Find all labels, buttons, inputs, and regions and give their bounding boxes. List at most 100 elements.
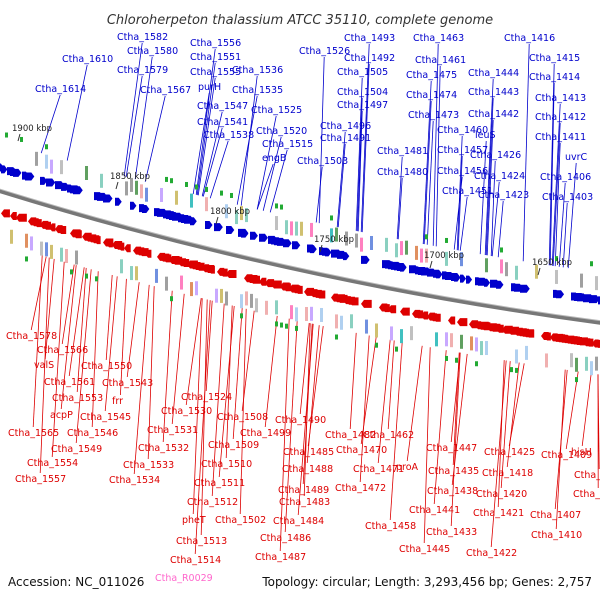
reverse-leader-line: [211, 303, 225, 497]
forward-gene-label: Ctha_1415: [529, 53, 580, 64]
rna-marker: [445, 237, 448, 243]
forward-leader-line: [397, 177, 403, 240]
forward-leader-line: [432, 43, 439, 246]
forward-gene-label: Ctha_1460: [437, 125, 488, 136]
forward-gene-arrow: [283, 239, 292, 248]
reverse-gene-label: Ctha_1565: [8, 428, 59, 439]
forward-leader-line: [497, 200, 504, 258]
forward-gene-arrow: [46, 178, 56, 187]
rna-marker: [425, 234, 428, 240]
reverse-gene-label: Ctha_1433: [426, 527, 477, 538]
forward-gene-arrow: [142, 204, 150, 213]
reverse-gene-arrow: [316, 290, 326, 299]
cog-bar-reverse: [400, 329, 403, 344]
reverse-gene-label: Ctha_1483: [279, 497, 330, 508]
reverse-gene-label: Ctha_1470: [336, 445, 387, 456]
forward-leader-line: [197, 77, 216, 196]
reverse-gene-label: Ctha_1404: [574, 470, 600, 481]
reverse-gene-arrow: [208, 265, 215, 274]
reverse-gene-label: Ctha_1410: [531, 530, 582, 541]
reverse-leader-line: [359, 335, 370, 483]
reverse-gene-arrow: [250, 275, 261, 284]
forward-leader-line: [256, 163, 274, 210]
cog-bar-reverse: [320, 307, 323, 322]
reverse-leader-line: [387, 340, 395, 430]
forward-gene-arrow: [241, 229, 249, 238]
cog-bar-forward: [385, 237, 388, 252]
reverse-gene-arrow: [526, 329, 535, 338]
reverse-gene-arrow: [544, 332, 551, 341]
forward-gene-label: Ctha_1515: [262, 139, 313, 150]
forward-gene-arrow: [436, 270, 443, 279]
forward-gene-label: Ctha_1538: [203, 130, 254, 141]
forward-gene-label: Ctha_1505: [337, 67, 388, 78]
rna-marker: [185, 181, 188, 187]
cog-bar-forward: [345, 231, 348, 246]
rna-marker: [70, 269, 73, 275]
forward-gene-label: Ctha_1497: [337, 100, 388, 111]
forward-gene-label: Ctha_1555: [190, 67, 241, 78]
cog-bar-reverse: [575, 357, 578, 372]
rna-marker: [510, 367, 513, 373]
forward-leader-line: [40, 94, 61, 154]
reverse-leader-line: [279, 318, 290, 552]
reverse-gene-label: Ctha_1508: [217, 412, 268, 423]
forward-leader-line: [558, 182, 566, 267]
reverse-gene-arrow: [226, 270, 237, 279]
reverse-gene-label: Ctha_1435: [428, 466, 479, 477]
reverse-gene-label: Ctha_1441: [409, 505, 460, 516]
reverse-gene-label: Ctha_1490: [275, 415, 326, 426]
forward-leader-line: [479, 140, 487, 255]
forward-gene-label: Ctha_1503: [297, 156, 348, 167]
reverse-gene-label: Ctha_1421: [473, 508, 524, 519]
kbp-tick: [215, 216, 219, 225]
forward-gene-label: Ctha_1442: [468, 109, 519, 120]
reverse-leader-line: [508, 363, 525, 447]
forward-gene-arrow: [205, 220, 213, 229]
forward-gene-label: Ctha_1443: [468, 87, 519, 98]
reverse-gene-arrow: [220, 268, 228, 277]
cog-bar-forward: [240, 206, 243, 221]
reverse-gene-label: Ctha_1546: [67, 428, 118, 439]
rna-marker: [515, 367, 518, 373]
reverse-gene-arrow: [16, 213, 27, 222]
rna-marker: [455, 357, 458, 363]
reverse-leader-line: [264, 315, 278, 428]
reverse-leader-line: [218, 305, 235, 478]
reverse-leader-line: [91, 271, 99, 428]
reverse-leader-line: [349, 332, 357, 430]
cog-bar-reverse: [295, 307, 298, 322]
reverse-leader-line: [133, 284, 150, 475]
reverse-gene-arrow: [433, 313, 441, 322]
cog-bar-forward: [515, 265, 518, 280]
gene-labels: Ctha_1610 Ctha_1614 Ctha_1582 Ctha_1580 Ctha…: [6, 32, 600, 584]
cog-bar-reverse: [40, 241, 43, 256]
reverse-gene-arrow: [94, 236, 101, 245]
reverse-leader-line: [389, 341, 403, 521]
forward-leader-line: [337, 143, 346, 228]
rna-marker: [575, 377, 578, 383]
rna-marker: [165, 176, 168, 182]
cog-bar-reverse: [180, 275, 183, 290]
forward-leader-line: [269, 149, 288, 213]
reverse-gene-arrow: [49, 223, 56, 232]
reverse-gene-label: Ctha_1422: [466, 548, 517, 559]
cog-bar-forward: [500, 259, 503, 274]
forward-gene-label: Ctha_1461: [415, 55, 466, 66]
rna-marker: [220, 190, 223, 196]
cog-bar-forward: [405, 240, 408, 255]
genome-backbone-highlight: [0, 188, 600, 322]
reverse-gene-label: Ctha_1489: [278, 485, 329, 496]
cog-bar-reverse: [445, 332, 448, 347]
rna-marker: [195, 184, 198, 190]
cog-bar-reverse: [480, 341, 483, 356]
reverse-gene-arrow: [595, 339, 600, 348]
reverse-gene-arrow: [415, 310, 424, 319]
reverse-leader-line: [200, 299, 208, 536]
reverse-leader-line: [32, 255, 43, 428]
forward-leader-line: [209, 140, 229, 199]
forward-gene-label: Ctha_1414: [529, 72, 580, 83]
kbp-tick: [429, 260, 433, 269]
forward-gene-arrow: [520, 284, 530, 293]
reverse-leader-line: [500, 361, 511, 489]
